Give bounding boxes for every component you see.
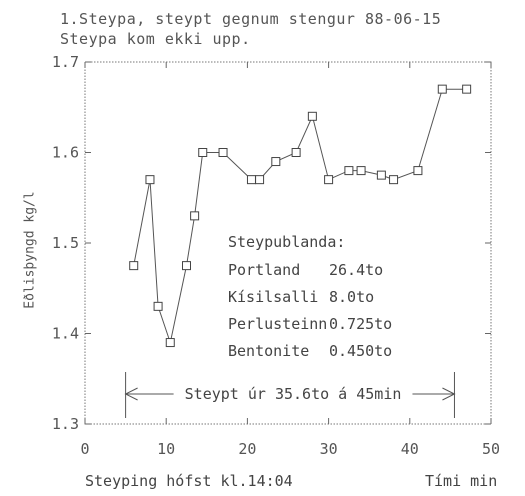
data-point [145,175,155,185]
chart-title-line-1: 1.Steypa, steypt gegnum stengur 88-06-15 [60,10,442,28]
data-point [129,261,139,271]
data-point [462,84,472,94]
chart-title-line-2: Steypa kom ekki upp. [60,30,251,48]
data-series [129,84,472,348]
legend-item-name: Bentonite [228,342,310,360]
data-point [356,166,366,176]
data-point [437,84,447,94]
data-point [218,148,228,157]
data-point [344,166,354,176]
data-point [255,175,265,185]
data-point [376,170,386,180]
data-point [389,175,399,185]
y-tick-label: 1.7 [52,53,79,71]
x-axis-label-unit: Tími min [425,472,498,490]
data-point [307,111,317,121]
legend-item-name: Portland [228,261,301,279]
arrowhead-left [124,387,138,401]
y-tick-label: 1.3 [52,415,79,433]
arrowhead-right [442,387,456,401]
legend-item: Kísilsalli 8.0to [228,288,374,306]
x-tick-label: 30 [320,440,338,458]
y-tick-label: 1.6 [52,144,79,162]
legend-item-value: 8.0to [329,288,375,306]
annotation-text: Steypt úr 35.6to á 45min [185,385,402,403]
legend-item: Portland 26.4to [228,261,383,279]
x-axis-label-start: Steyping hófst kl.14:04 [85,472,293,490]
annotation-arrow: Steypt úr 35.6to á 45min [124,372,456,418]
y-tick-label: 1.4 [52,325,79,343]
data-point [246,175,256,185]
data-point [182,261,191,271]
data-point [324,175,334,185]
data-point [153,301,163,311]
y-tick-label: 1.5 [52,234,79,252]
legend-item-name: Perlusteinn [228,315,328,333]
y-axis-label: Eðlisþyngd kg/l [22,191,38,309]
data-point [271,157,281,167]
data-point [413,166,423,176]
legend-item-value: 26.4to [329,261,384,279]
data-point [190,211,200,221]
legend-item-value: 0.450to [329,342,393,360]
x-tick-label: 10 [157,440,175,458]
axis-ticks: 1.3 1.4 1.5 1.6 1.7 0 10 20 30 40 50 [52,53,500,458]
data-point [291,148,301,157]
legend-item: Perlusteinn 0.725to [228,315,392,333]
x-tick-label: 50 [482,440,500,458]
x-tick-label: 20 [238,440,256,458]
data-point [165,338,175,348]
data-point [198,148,208,157]
legend-item: Bentonite 0.450to [228,342,392,360]
x-tick-label: 0 [80,440,89,458]
legend-heading: Steypublanda: [228,233,346,251]
x-tick-label: 40 [401,440,419,458]
legend-item-value: 0.725to [329,315,393,333]
legend-item-name: Kísilsalli [228,288,319,306]
